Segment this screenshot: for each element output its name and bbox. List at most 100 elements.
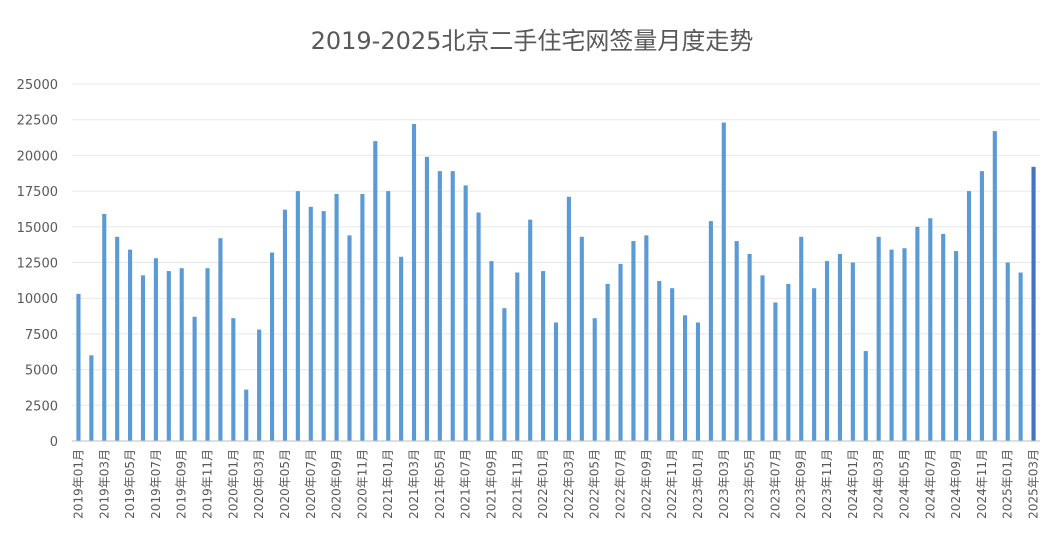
bar: [128, 249, 133, 441]
bar: [837, 253, 843, 441]
bar: [205, 268, 210, 441]
x-tick-label: 2021年11月: [510, 449, 524, 519]
bar: [876, 236, 881, 441]
y-tick-label: 0: [50, 435, 58, 450]
bar: [282, 209, 288, 441]
bar: [476, 212, 481, 441]
x-tick-label: 2020年09月: [330, 449, 344, 519]
x-tick-label: 2021年07月: [459, 449, 473, 519]
bar: [179, 268, 184, 441]
bar: [115, 236, 120, 441]
x-tick-label: 2022年09月: [639, 449, 653, 519]
bar: [347, 235, 352, 441]
bar: [140, 275, 146, 441]
bar: [386, 191, 391, 441]
y-tick-label: 20000: [17, 149, 58, 164]
bar: [863, 351, 868, 441]
x-tick-label: 2025年03月: [1027, 449, 1041, 519]
x-tick-label: 2024年03月: [872, 449, 886, 519]
bar: [889, 249, 894, 441]
y-tick-label: 12500: [17, 257, 58, 272]
y-tick-label: 15000: [17, 221, 58, 236]
bar: [1005, 262, 1010, 441]
x-tick-label: 2020年01月: [226, 449, 240, 519]
bar: [321, 211, 326, 441]
bar: [670, 288, 675, 441]
bar: [399, 256, 404, 441]
y-tick-label: 17500: [17, 185, 58, 200]
x-tick-label: 2022年01月: [536, 449, 550, 519]
bar: [218, 238, 223, 441]
chart-title: 2019-2025北京二手住宅网签量月度走势: [311, 27, 754, 55]
bar: [450, 171, 455, 441]
bar: [721, 122, 726, 441]
x-tick-label: 2019年11月: [201, 449, 215, 519]
x-tick-label: 2023年11月: [820, 449, 834, 519]
x-tick-label: 2022年05月: [588, 449, 602, 519]
bar: [605, 283, 610, 441]
bar: [515, 272, 520, 441]
bar: [295, 191, 300, 441]
bar: [334, 193, 339, 441]
x-tick-label: 2024年05月: [897, 449, 911, 519]
x-tick-label: 2021年03月: [407, 449, 421, 519]
bar: [424, 156, 429, 441]
bar: [941, 233, 946, 441]
bar: [760, 275, 765, 441]
y-tick-label: 5000: [25, 364, 58, 379]
x-tick-label: 2020年11月: [355, 449, 369, 519]
y-axis-ticks: 0 2500 5000 7500 10000 12500 15000 17500 20000 22…: [17, 78, 58, 450]
x-tick-label: 2023年07月: [768, 449, 782, 519]
x-tick-label: 2023年03月: [717, 449, 731, 519]
bar: [786, 283, 791, 441]
bar: [683, 315, 688, 441]
bar: [244, 389, 249, 441]
bar: [1031, 166, 1036, 441]
bar: [89, 355, 94, 441]
bar: [192, 316, 197, 441]
bar: [102, 213, 107, 441]
bar: [566, 196, 571, 441]
y-tick-label: 25000: [17, 78, 58, 93]
bar: [773, 302, 778, 441]
bar-layer: [76, 122, 1036, 441]
bar: [695, 322, 701, 441]
x-tick-label: 2024年09月: [949, 449, 963, 519]
bar: [734, 241, 739, 441]
bar: [850, 262, 855, 441]
x-tick-label: 2025年01月: [1001, 449, 1015, 519]
bar: [644, 235, 649, 441]
bar: [618, 263, 623, 441]
bar: [812, 288, 817, 441]
x-tick-label: 2021年01月: [381, 449, 395, 519]
bar: [592, 318, 597, 441]
bar: [915, 226, 920, 441]
x-tick-label: 2020年05月: [278, 449, 292, 519]
x-tick-label: 2020年03月: [252, 449, 266, 519]
y-tick-label: 10000: [17, 292, 58, 307]
bar: [708, 221, 713, 441]
x-axis-ticks: 2019年01月 2019年03月 2019年05月 2019年07月 2019年09月…: [71, 449, 1040, 519]
bar: [747, 253, 752, 441]
bar: [257, 329, 262, 441]
bar: [153, 258, 158, 441]
bar: [979, 171, 984, 441]
x-tick-label: 2024年11月: [975, 449, 989, 519]
x-tick-label: 2023年09月: [794, 449, 808, 519]
x-tick-label: 2023年05月: [743, 449, 757, 519]
x-tick-label: 2021年05月: [433, 449, 447, 519]
x-tick-label: 2019年09月: [175, 449, 189, 519]
x-tick-label: 2021年09月: [484, 449, 498, 519]
bar: [411, 123, 417, 441]
y-tick-label: 22500: [17, 114, 58, 129]
bar: [902, 248, 907, 441]
bar: [992, 131, 997, 441]
x-tick-label: 2020年07月: [304, 449, 318, 519]
x-tick-label: 2019年05月: [123, 449, 137, 519]
bar: [437, 171, 442, 441]
bar: [360, 193, 365, 441]
x-tick-label: 2024年01月: [846, 449, 860, 519]
bar: [657, 281, 662, 441]
bar: [579, 236, 584, 441]
